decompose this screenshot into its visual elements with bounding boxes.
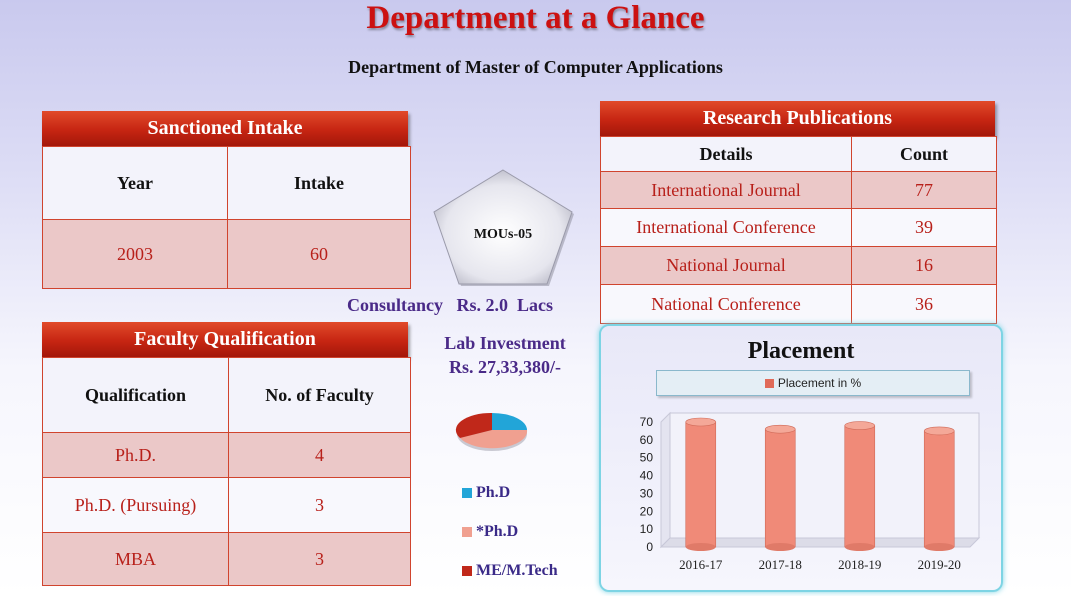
table-row: 2003 60 <box>42 219 411 289</box>
bar <box>923 430 955 548</box>
pie-slice-phd <box>492 413 527 430</box>
qualification-cell: MBA <box>42 532 229 586</box>
bar-top <box>764 424 796 434</box>
table-row: National Conference 36 <box>600 284 997 324</box>
y-tick-label: 40 <box>640 469 654 483</box>
pie-legend-label: Ph.D <box>476 484 511 501</box>
count-cell: 3 <box>228 477 411 533</box>
lab-investment-pie <box>455 412 528 451</box>
column-header-faculty-count: No. of Faculty <box>228 357 411 433</box>
table-header-row: Qualification No. of Faculty <box>42 357 411 433</box>
x-tick-label: 2016-17 <box>679 557 723 572</box>
pie-legend-item: *Ph.D <box>462 523 518 541</box>
pie-legend-label: ME/M.Tech <box>476 562 558 579</box>
y-tick-label: 20 <box>640 504 654 518</box>
table-header-row: Details Count <box>600 136 997 172</box>
legend-swatch <box>462 488 472 498</box>
bar-top <box>923 426 955 436</box>
pie-slice-metech <box>455 412 492 438</box>
bar-top <box>685 417 717 427</box>
qualification-cell: Ph.D. (Pursuing) <box>42 477 229 533</box>
column-header-intake: Intake <box>227 146 411 220</box>
lab-investment-label: Lab Investment <box>444 333 566 353</box>
qualification-cell: Ph.D. <box>42 432 229 478</box>
y-tick-label: 30 <box>640 486 654 500</box>
legend-label: Placement in % <box>777 376 862 390</box>
bar-base <box>765 543 796 551</box>
chart-canvas: 0 10 20 30 40 50 60 70 2016-17 2017-18 2018-19 2019… <box>640 411 981 572</box>
mous-label: MOUs-05 <box>474 227 532 242</box>
consultancy-text: Consultancy Rs. 2.0 Lacs <box>347 295 554 315</box>
publication-type-cell: National Journal <box>600 246 852 285</box>
table-row: International Journal 77 <box>600 171 997 209</box>
publication-type-cell: International Conference <box>600 208 852 247</box>
legend-swatch <box>764 378 774 388</box>
page-title: Department at a Glance <box>366 0 705 36</box>
intake-header: Sanctioned Intake <box>42 111 408 146</box>
column-header-details: Details <box>600 136 852 172</box>
table-row: Ph.D. 4 <box>42 432 411 478</box>
publication-count-cell: 16 <box>851 246 997 285</box>
pie-legend-item: Ph.D <box>462 484 510 502</box>
pie-legend-label: *Ph.D <box>476 523 519 540</box>
table-row: National Journal 16 <box>600 246 997 285</box>
y-tick-label: 60 <box>640 433 654 447</box>
lab-investment-value: Rs. 27,33,380/- <box>449 357 561 377</box>
count-cell: 4 <box>228 432 411 478</box>
bar <box>844 425 876 548</box>
publication-count-cell: 77 <box>851 171 997 209</box>
placement-chart: Placement Placement in % 0 10 20 30 40 50 60 70… <box>599 324 1003 592</box>
pie-slice-pursuing <box>460 430 528 449</box>
bar-base <box>924 543 955 551</box>
x-tick-label: 2018-19 <box>838 557 881 572</box>
publication-type-cell: International Journal <box>600 171 852 209</box>
pie-legend-item: ME/M.Tech <box>462 562 558 580</box>
table-header-row: Year Intake <box>42 146 411 220</box>
legend-swatch <box>462 566 472 576</box>
legend-swatch <box>462 527 472 537</box>
mous-pentagon: MOUs-05 <box>433 169 574 286</box>
chart-legend: Placement in % <box>656 370 970 396</box>
bar-top <box>844 421 876 430</box>
publication-type-cell: National Conference <box>600 284 852 324</box>
publication-count-cell: 39 <box>851 208 997 247</box>
research-header: Research Publications <box>600 101 995 136</box>
chart-title: Placement <box>747 338 855 364</box>
table-row: MBA 3 <box>42 532 411 586</box>
publication-count-cell: 36 <box>851 284 997 324</box>
column-header-count: Count <box>851 136 997 172</box>
x-tick-label: 2019-20 <box>918 557 961 572</box>
bar-base <box>844 543 875 551</box>
bar-base <box>685 543 716 551</box>
faculty-header: Faculty Qualification <box>42 322 408 357</box>
research-table: Details Count International Journal 77 I… <box>600 136 997 324</box>
page-subtitle: Department of Master of Computer Applica… <box>348 57 723 77</box>
table-row: Ph.D. (Pursuing) 3 <box>42 477 411 533</box>
chart-side-wall <box>660 411 671 549</box>
intake-value: 60 <box>227 219 411 289</box>
column-header-year: Year <box>42 146 228 220</box>
table-row: International Conference 39 <box>600 208 997 247</box>
count-cell: 3 <box>228 532 411 586</box>
intake-table: Year Intake 2003 60 <box>42 146 411 289</box>
faculty-table: Qualification No. of Faculty Ph.D. 4 Ph.… <box>42 357 411 586</box>
y-tick-label: 0 <box>646 540 653 554</box>
x-tick-label: 2017-18 <box>759 557 802 572</box>
y-tick-label: 70 <box>640 415 654 429</box>
column-header-qualification: Qualification <box>42 357 229 433</box>
bar <box>685 421 717 548</box>
y-tick-label: 50 <box>640 451 654 465</box>
bar <box>764 428 796 548</box>
y-tick-label: 10 <box>640 522 654 536</box>
intake-year: 2003 <box>42 219 228 289</box>
